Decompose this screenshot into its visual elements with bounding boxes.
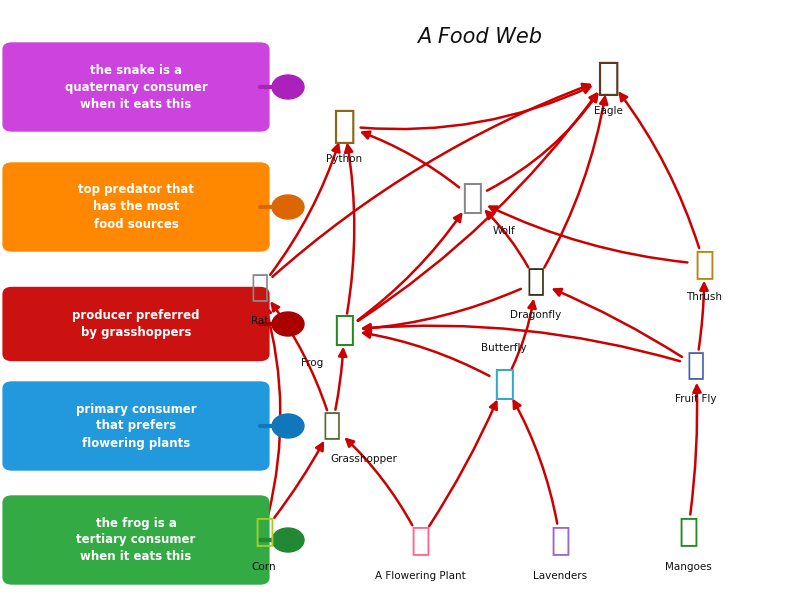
Text: 🌸: 🌸: [410, 523, 430, 557]
Circle shape: [272, 75, 304, 99]
Text: 🐺: 🐺: [461, 181, 483, 215]
Text: 🐀: 🐀: [251, 274, 269, 302]
Circle shape: [272, 195, 304, 219]
Text: Thrush: Thrush: [686, 292, 722, 302]
Text: Eagle: Eagle: [594, 106, 622, 116]
Text: 🦋: 🦋: [493, 367, 515, 401]
Text: the snake is a
quaternary consumer
when it eats this: the snake is a quaternary consumer when …: [65, 64, 207, 110]
Text: 🐸: 🐸: [333, 313, 355, 347]
Text: Dragonfly: Dragonfly: [510, 310, 562, 320]
Text: Butterfly: Butterfly: [481, 343, 527, 353]
FancyBboxPatch shape: [2, 162, 270, 252]
Circle shape: [272, 528, 304, 552]
Text: 💐: 💐: [550, 523, 570, 557]
Text: producer preferred
by grasshoppers: producer preferred by grasshoppers: [72, 309, 200, 339]
Text: 🦵: 🦵: [323, 412, 341, 440]
Text: Frog: Frog: [301, 358, 323, 368]
Text: Corn: Corn: [252, 562, 276, 572]
Text: Mangoes: Mangoes: [665, 562, 711, 572]
Text: 🦅: 🦅: [596, 59, 620, 97]
Text: Fruit Fly: Fruit Fly: [675, 394, 717, 404]
Text: A Flowering Plant: A Flowering Plant: [374, 571, 466, 581]
Circle shape: [272, 312, 304, 336]
Text: top predator that
has the most
food sources: top predator that has the most food sour…: [78, 184, 194, 230]
Text: the frog is a
tertiary consumer
when it eats this: the frog is a tertiary consumer when it …: [76, 517, 196, 563]
FancyBboxPatch shape: [2, 287, 270, 361]
Text: 🐦: 🐦: [694, 247, 714, 280]
Text: primary consumer
that prefers
flowering plants: primary consumer that prefers flowering …: [76, 403, 196, 449]
Text: 🐍: 🐍: [332, 107, 356, 145]
FancyBboxPatch shape: [2, 42, 270, 132]
Text: Lavenders: Lavenders: [533, 571, 587, 581]
Text: A Food Web: A Food Web: [418, 27, 542, 47]
Circle shape: [272, 414, 304, 438]
Text: Wolf: Wolf: [493, 226, 515, 236]
Text: 🥭: 🥭: [678, 514, 698, 547]
Text: 🌽: 🌽: [254, 514, 274, 547]
Text: 🥷: 🥷: [687, 352, 705, 380]
Text: Rat: Rat: [251, 316, 269, 326]
FancyBboxPatch shape: [2, 382, 270, 470]
Text: 🪰: 🪰: [527, 268, 545, 296]
Text: Grasshopper: Grasshopper: [330, 454, 398, 464]
FancyBboxPatch shape: [2, 496, 270, 584]
Text: Python: Python: [326, 154, 362, 164]
